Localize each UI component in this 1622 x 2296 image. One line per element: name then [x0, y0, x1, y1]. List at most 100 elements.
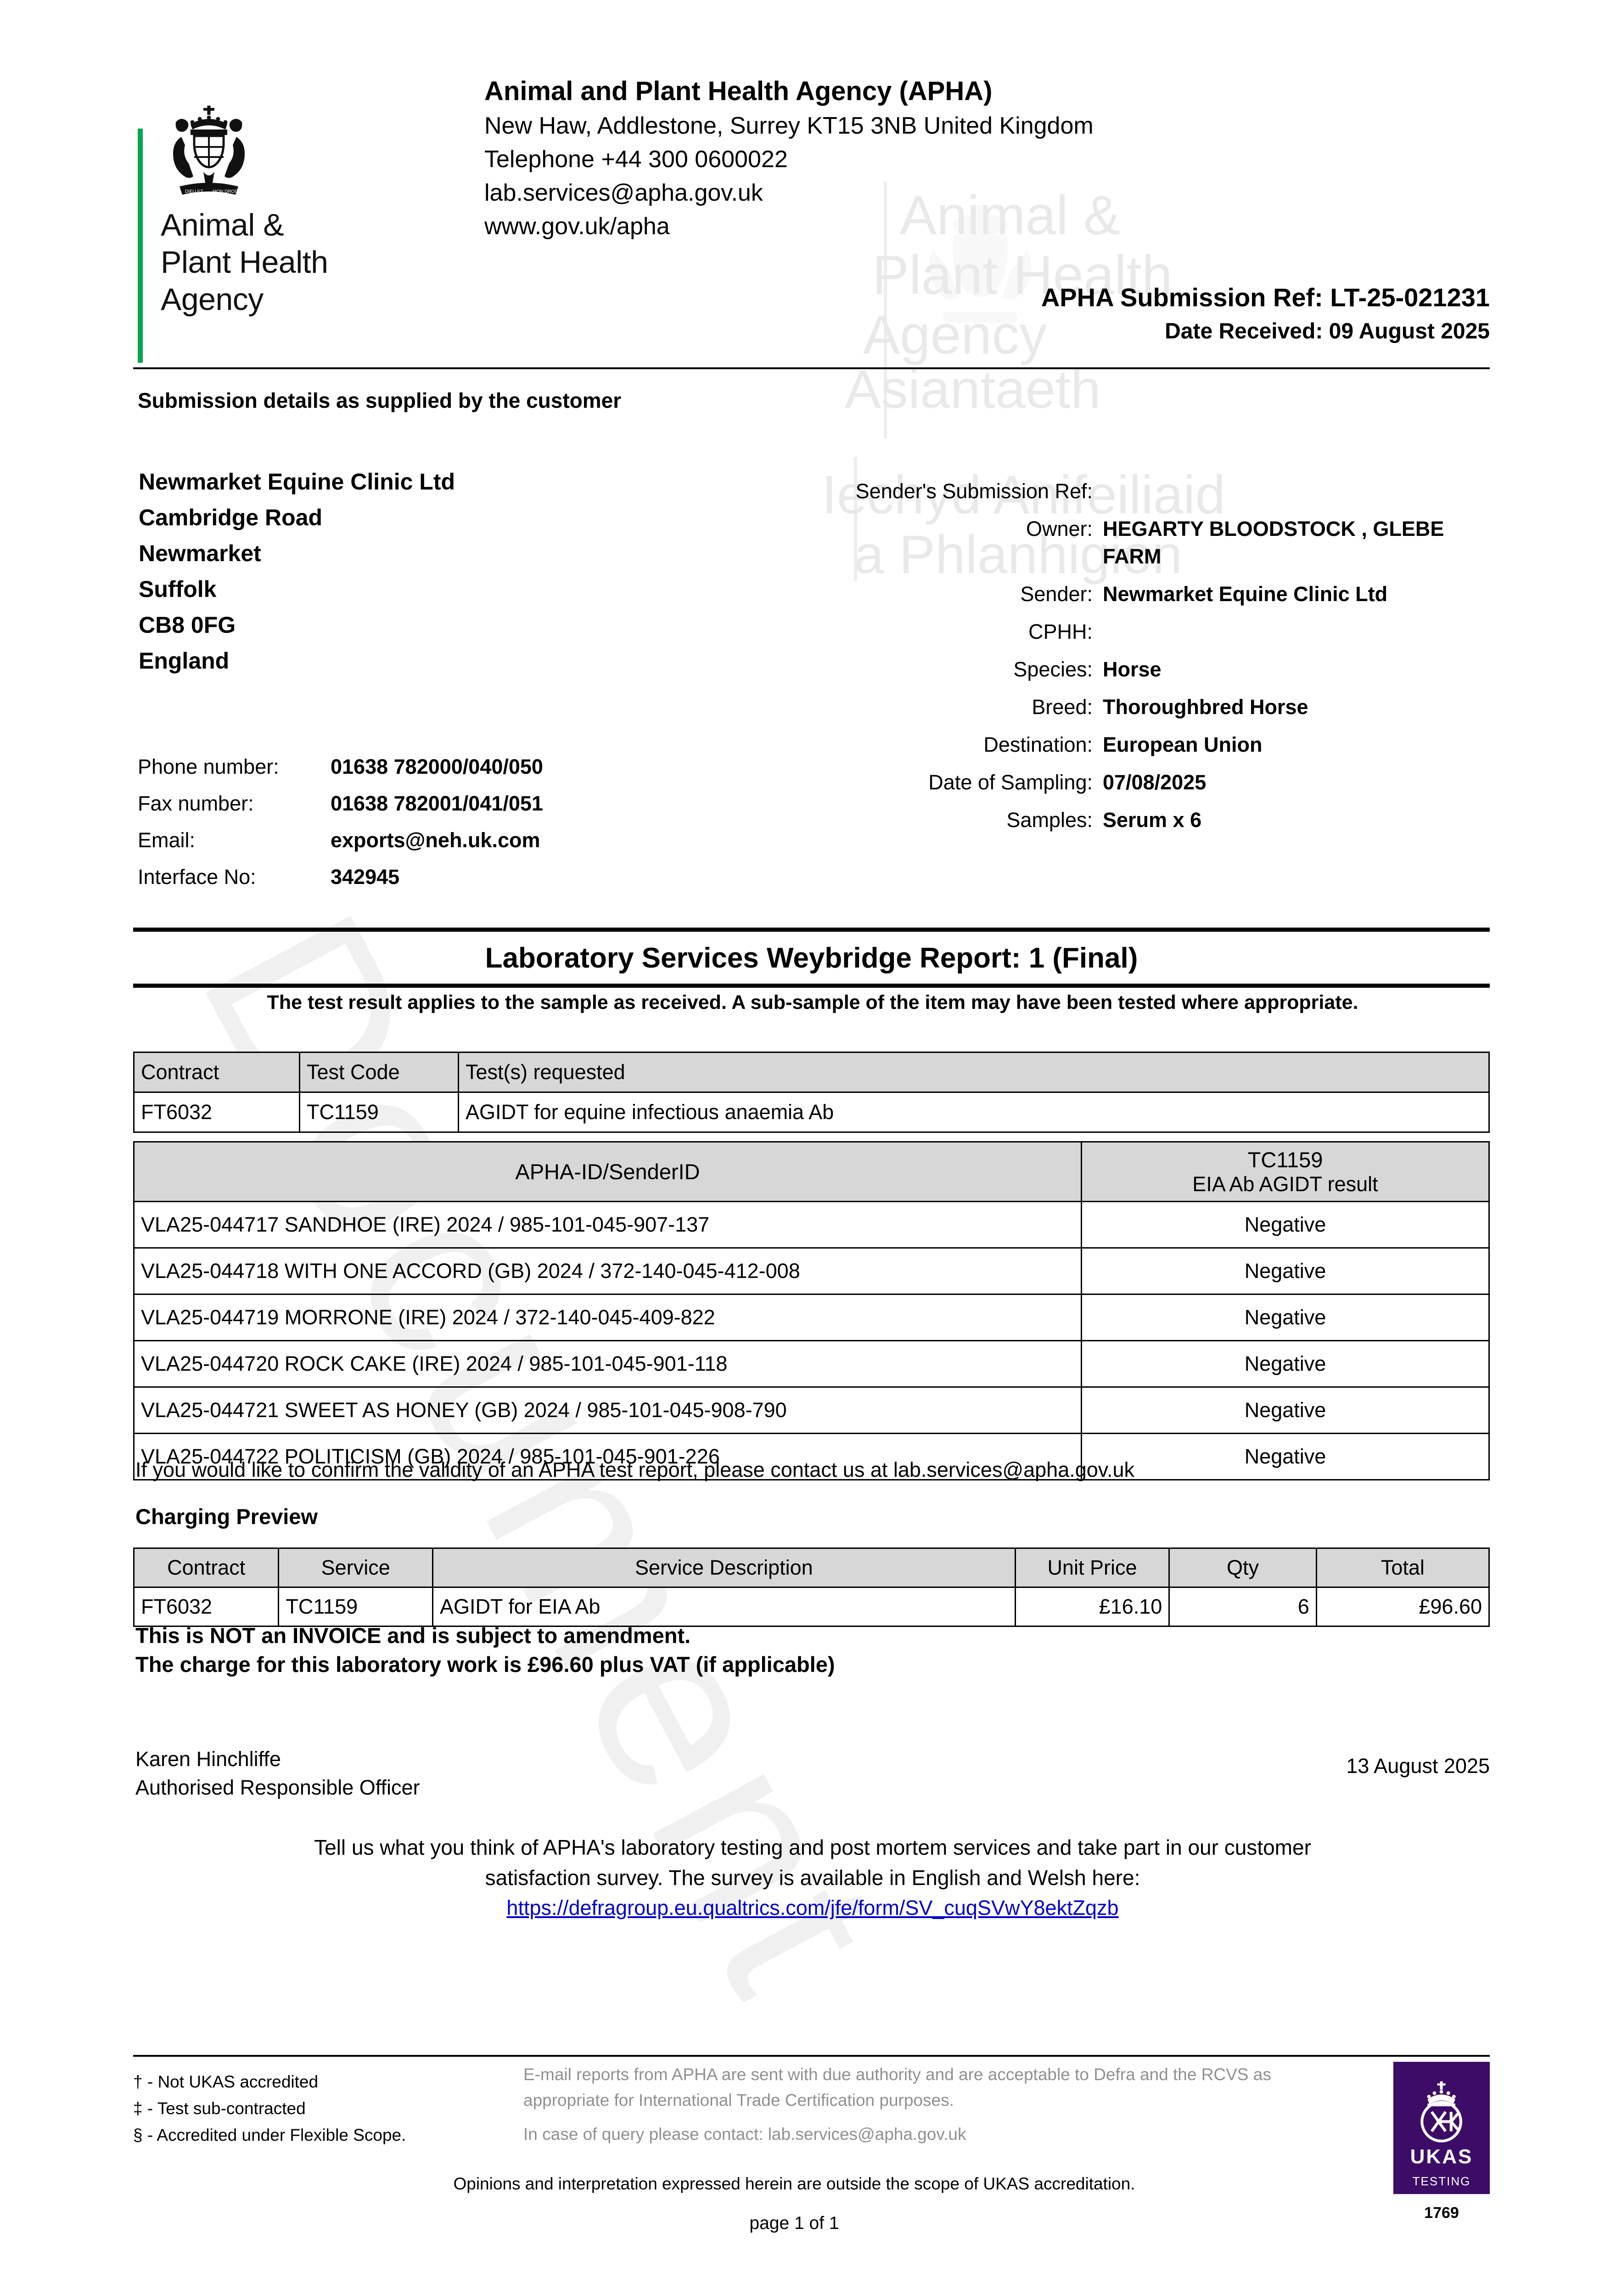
detail-row-senders-ref: Sender's Submission Ref:	[744, 478, 1497, 505]
detail-row-species: Species: Horse	[744, 656, 1497, 683]
ukas-crown-circle-icon	[1420, 2081, 1463, 2143]
table-row: VLA25-044721 SWEET AS HONEY (GB) 2024 / …	[133, 1386, 1490, 1434]
email-authority-note: E-mail reports from APHA are sent with d…	[523, 2062, 1327, 2155]
signer-role: Authorised Responsible Officer	[135, 1776, 420, 1799]
detail-label: Destination:	[983, 733, 1093, 756]
contact-label: Fax number:	[138, 792, 254, 815]
customer-contact-block: Phone number: 01638 782000/040/050 Fax n…	[138, 748, 543, 895]
col-header-test-code: TC1159	[1247, 1148, 1323, 1172]
col-header-unit-price: Unit Price	[1014, 1548, 1170, 1588]
footnote-flexible-scope: § - Accredited under Flexible Scope.	[133, 2126, 406, 2144]
detail-label: Breed:	[1032, 695, 1093, 719]
survey-link[interactable]: https://defragroup.eu.qualtrics.com/jfe/…	[506, 1896, 1119, 1919]
signature-block: Karen Hinchliffe Authorised Responsible …	[135, 1745, 420, 1802]
agency-telephone: Telephone +44 300 0600022	[484, 146, 788, 173]
ukas-logo-subtitle: TESTING	[1412, 2174, 1471, 2188]
cell-test-code: TC1159	[299, 1092, 459, 1133]
footnote-not-accredited: † - Not UKAS accredited	[133, 2072, 319, 2091]
agency-website[interactable]: www.gov.uk/apha	[484, 213, 670, 240]
survey-block: Tell us what you think of APHA's laborat…	[152, 1832, 1474, 1923]
col-header-qty: Qty	[1168, 1548, 1317, 1588]
agency-email[interactable]: lab.services@apha.gov.uk	[484, 180, 763, 206]
report-title: Laboratory Services Weybridge Report: 1 …	[485, 942, 1138, 974]
cell-service: TC1159	[278, 1587, 434, 1627]
contact-label: Phone number:	[138, 755, 279, 778]
table-row: FT6032 TC1159 AGIDT for equine infectiou…	[133, 1092, 1490, 1133]
detail-label: Samples:	[1006, 808, 1093, 832]
detail-label: Species:	[1013, 658, 1093, 681]
address-line: CB8 0FG	[139, 612, 236, 638]
detail-label: Sender:	[1020, 582, 1093, 606]
address-line: Newmarket Equine Clinic Ltd	[139, 469, 455, 495]
signer-name: Karen Hinchliffe	[135, 1747, 281, 1771]
ukas-logo: UKAS TESTING	[1393, 2062, 1490, 2194]
contact-row: Fax number: 01638 782001/041/051	[138, 785, 543, 822]
submission-ref-block: APHA Submission Ref: LT-25-021231 Date R…	[459, 280, 1490, 348]
table-row: VLA25-044722 POLITICISM (GB) 2024 / 985-…	[133, 1433, 1490, 1480]
contact-value: 01638 782000/040/050	[331, 755, 543, 778]
table-row: VLA25-044718 WITH ONE ACCORD (GB) 2024 /…	[133, 1247, 1490, 1295]
cell-result: Negative	[1080, 1201, 1490, 1249]
col-header-test-result: TC1159 EIA Ab AGIDT result	[1080, 1141, 1490, 1202]
date-received: Date Received: 09 August 2025	[1165, 319, 1490, 343]
customer-address-block: Newmarket Equine Clinic Ltd Cambridge Ro…	[139, 464, 455, 679]
cell-result: Negative	[1080, 1247, 1490, 1295]
detail-value: 07/08/2025	[1103, 771, 1207, 794]
charging-preview-table: Contract Service Service Description Uni…	[133, 1548, 1490, 1627]
report-band-top-rule	[133, 928, 1490, 932]
svg-text:MON DROIT: MON DROIT	[213, 189, 239, 194]
logo-line-1: Animal &	[161, 208, 284, 242]
detail-row-owner: Owner: HEGARTY BLOODSTOCK , GLEBE FARM	[744, 515, 1497, 570]
agency-address: New Haw, Addlestone, Surrey KT15 3NB Uni…	[484, 113, 1094, 139]
col-header-test-name: EIA Ab AGIDT result	[1192, 1172, 1378, 1196]
detail-row-breed: Breed: Thoroughbred Horse	[744, 693, 1497, 721]
email-note-paragraph-2: In case of query please contact: lab.ser…	[523, 2125, 966, 2144]
cell-animal-id: VLA25-044717 SANDHOE (IRE) 2024 / 985-10…	[133, 1201, 1082, 1249]
cell-animal-id: VLA25-044720 ROCK CAKE (IRE) 2024 / 985-…	[133, 1340, 1082, 1388]
ukas-accreditation-number: 1769	[1424, 2204, 1459, 2222]
detail-value: Newmarket Equine Clinic Ltd	[1103, 582, 1388, 606]
detail-row-samples: Samples: Serum x 6	[744, 806, 1497, 834]
logo-text-block: Animal & Plant Health Agency	[161, 207, 328, 318]
table-header-row: Contract Service Service Description Uni…	[133, 1548, 1490, 1588]
signature-date: 13 August 2025	[1346, 1754, 1490, 1778]
detail-label: CPHH:	[1028, 620, 1093, 643]
contact-label: Interface No:	[138, 865, 256, 889]
detail-value: Thoroughbred Horse	[1103, 695, 1308, 719]
invoice-disclaimer-block: This is NOT an INVOICE and is subject to…	[135, 1621, 835, 1679]
address-line: Newmarket	[139, 540, 261, 566]
contact-value: 01638 782001/041/051	[331, 792, 543, 815]
contact-value: 342945	[331, 865, 400, 889]
cell-result: Negative	[1080, 1386, 1490, 1434]
report-title-band: Laboratory Services Weybridge Report: 1 …	[133, 928, 1490, 988]
cell-qty: 6	[1168, 1587, 1317, 1627]
col-header-service: Service	[278, 1548, 434, 1588]
agency-contact-block: Animal and Plant Health Agency (APHA) Ne…	[484, 73, 1494, 243]
contact-row: Phone number: 01638 782000/040/050	[138, 748, 543, 785]
survey-line-1: Tell us what you think of APHA's laborat…	[314, 1835, 1311, 1859]
logo-line-2: Plant Health	[161, 245, 328, 280]
charging-preview-heading: Charging Preview	[135, 1504, 318, 1529]
address-line: Cambridge Road	[139, 505, 323, 530]
detail-label: Sender's Submission Ref:	[855, 479, 1093, 503]
logo-green-bar	[138, 129, 143, 363]
col-header-apha-id: APHA-ID/SenderID	[133, 1141, 1082, 1202]
detail-row-cphh: CPHH:	[744, 618, 1497, 646]
ukas-footnotes-block: † - Not UKAS accredited ‡ - Test sub-con…	[133, 2069, 537, 2149]
opinions-scope-note: Opinions and interpretation expressed he…	[453, 2174, 1135, 2193]
cell-unit-price: £16.10	[1014, 1587, 1170, 1627]
cell-animal-id: VLA25-044721 SWEET AS HONEY (GB) 2024 / …	[133, 1386, 1082, 1434]
col-header-contract: Contract	[133, 1548, 280, 1588]
page-number: page 1 of 1	[749, 2213, 839, 2233]
table-row: FT6032 TC1159 AGIDT for EIA Ab £16.10 6 …	[133, 1587, 1490, 1627]
table-row: VLA25-044719 MORRONE (IRE) 2024 / 372-14…	[133, 1294, 1490, 1341]
report-band-bottom-rule	[133, 984, 1490, 988]
report-disclaimer-note: The test result applies to the sample as…	[267, 991, 1358, 1013]
contact-value[interactable]: exports@neh.uk.com	[331, 828, 540, 852]
contact-row: Interface No: 342945	[138, 859, 543, 895]
table-row: VLA25-044717 SANDHOE (IRE) 2024 / 985-10…	[133, 1201, 1490, 1249]
col-header-contract: Contract	[133, 1052, 300, 1093]
survey-line-2: satisfaction survey. The survey is avail…	[485, 1866, 1140, 1890]
cell-result: Negative	[1080, 1433, 1490, 1480]
